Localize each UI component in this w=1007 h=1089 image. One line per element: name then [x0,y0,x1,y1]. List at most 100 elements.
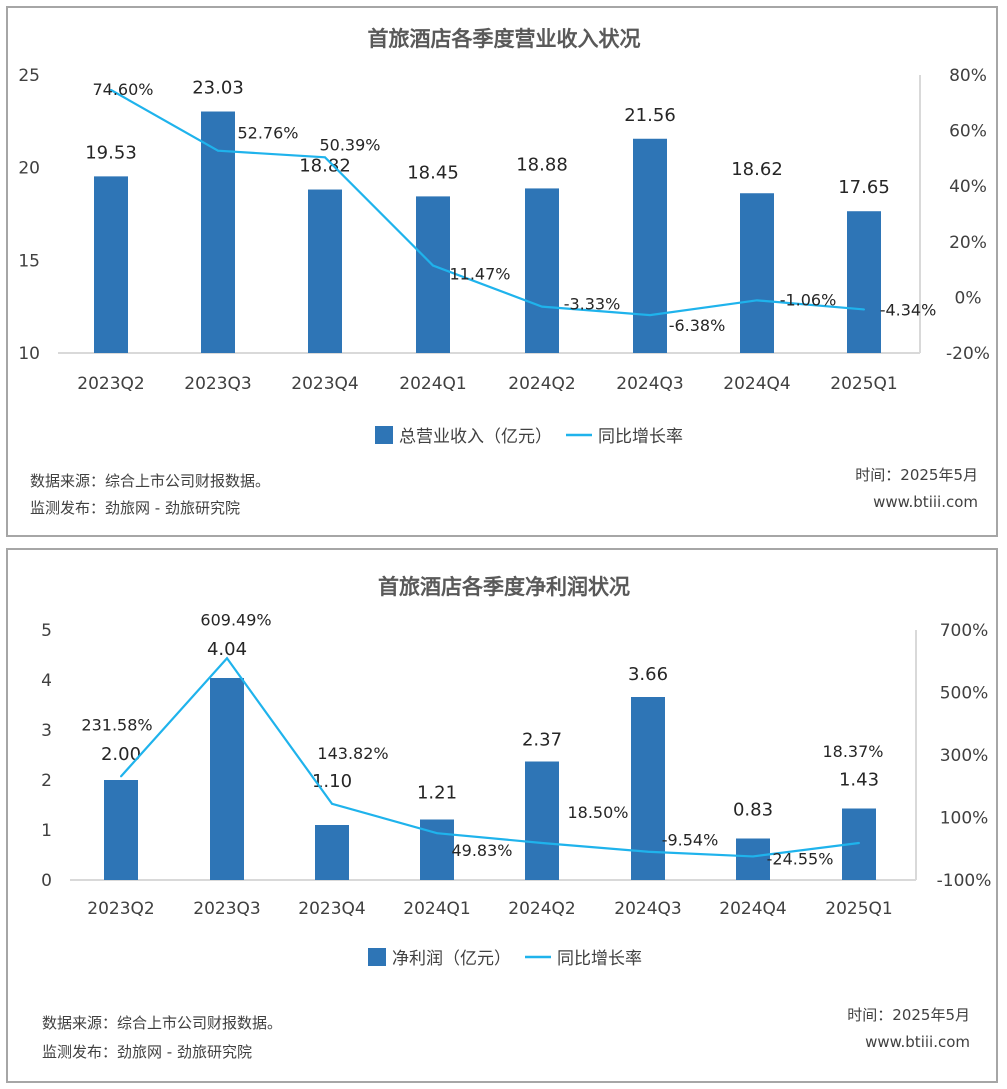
growth-rate-point [752,855,754,858]
growth-rate-label: -1.06% [780,290,837,309]
left-axis-tick: 1 [41,821,52,841]
x-axis-category: 2024Q3 [616,374,683,394]
growth-rate-label: -3.33% [564,295,621,314]
x-axis-category: 2024Q4 [719,899,786,919]
x-axis-category: 2024Q2 [508,899,575,919]
growth-rate-label: 609.49% [200,610,271,629]
bar [104,780,138,880]
website: www.btiii.com [873,493,978,511]
chart-title: 首旅酒店各季度营业收入状况 [368,27,641,51]
growth-rate-point [432,264,434,267]
bar-value-label: 1.43 [839,770,879,791]
left-axis-tick: 4 [41,671,52,691]
growth-rate-label: 231.58% [81,715,152,734]
bar [525,188,559,353]
bar-value-label: 3.66 [628,664,668,685]
growth-rate-line [120,656,860,858]
bar [736,838,770,880]
right-axis-tick: 20% [949,233,987,253]
bar [201,111,235,353]
x-axis-category: 2023Q3 [184,374,251,394]
bar-value-label: 21.56 [624,105,676,126]
left-axis-tick: 10 [18,344,40,364]
publish-date: 时间：2025年5月 [847,1006,970,1024]
growth-rate-point [436,832,438,835]
right-axis-tick: -20% [946,344,990,364]
x-axis-category: 2023Q4 [298,899,365,919]
chart-title: 首旅酒店各季度净利润状况 [378,575,630,599]
growth-rate-point [331,802,333,805]
growth-rate-point [649,314,651,317]
growth-rate-label: 18.50% [567,803,628,822]
bar [315,825,349,880]
growth-rate-label: -24.55% [767,849,834,868]
x-axis-category: 2023Q4 [291,374,358,394]
growth-rate-point [858,842,860,845]
bar-value-label: 19.53 [85,142,137,163]
x-axis-category: 2025Q1 [830,374,897,394]
growth-rate-point [324,156,326,159]
x-axis-category: 2023Q3 [193,899,260,919]
bar [308,189,342,353]
growth-rate-point [541,305,543,308]
legend-line-label: 同比增长率 [598,427,683,447]
growth-rate-label: 52.76% [237,124,298,143]
bar-value-label: 4.04 [207,639,247,660]
bar-value-label: 18.62 [731,159,783,180]
growth-rate-point [110,89,112,92]
bar [847,211,881,353]
left-axis-tick: 2 [41,771,52,791]
bar-value-label: 17.65 [838,177,890,198]
publish-date: 时间：2025年5月 [855,466,978,484]
bar-value-label: 1.10 [312,771,352,792]
growth-rate-point [226,657,228,660]
legend-bar-swatch [375,426,393,444]
bar [420,819,454,880]
bar-value-label: 23.03 [192,78,244,99]
bar [631,697,665,880]
growth-rate-point [756,299,758,302]
net-profit-chart-panel: 首旅酒店各季度净利润状况 5 4 3 2 1 0 700% 500% 300% 100% -100% 2… [6,548,998,1083]
x-axis-category: 2024Q1 [403,899,470,919]
x-axis-category: 2024Q2 [508,374,575,394]
left-axis-tick: 20 [18,159,40,179]
left-axis-tick: 5 [41,621,52,641]
bar-value-label: 18.88 [516,154,568,175]
legend-line-label: 同比增长率 [557,949,642,969]
right-axis-tick: 80% [949,66,987,86]
publisher: 监测发布：劲旅网 - 劲旅研究院 [30,499,240,517]
left-axis-tick: 3 [41,721,52,741]
bar [416,196,450,353]
x-axis-category: 2023Q2 [77,374,144,394]
data-source: 数据来源：综合上市公司财报数据。 [30,472,270,490]
growth-rate-point [217,149,219,152]
bar-value-label: 18.45 [407,162,459,183]
publisher: 监测发布：劲旅网 - 劲旅研究院 [42,1043,252,1061]
x-axis-category: 2025Q1 [825,899,892,919]
x-axis-category: 2023Q2 [87,899,154,919]
right-axis-tick: 60% [949,122,987,142]
growth-rate-label: 74.60% [92,80,153,99]
bar [740,193,774,353]
right-axis-tick: 700% [940,621,989,641]
growth-rate-label: -6.38% [669,316,726,335]
growth-rate-label: 143.82% [317,744,388,763]
revenue-chart-panel: 首旅酒店各季度营业收入状况 25 20 15 10 80% 60% 40% 20% 0% -20% 1… [6,6,998,537]
growth-rate-line [110,89,865,317]
right-axis-tick: -100% [937,871,992,891]
growth-rate-label: 11.47% [449,265,510,284]
bar [525,761,559,880]
right-axis-tick: 0% [955,288,982,308]
growth-rate-point [647,850,649,853]
bar-value-label: 2.37 [522,730,562,751]
left-axis-tick: 15 [18,251,40,271]
growth-rate-point [120,775,122,778]
website: www.btiii.com [865,1033,970,1051]
growth-rate-label: -4.34% [880,300,937,319]
bar-value-label: 0.83 [733,800,773,821]
x-axis-category: 2024Q1 [399,374,466,394]
bar-value-label: 2.00 [101,744,141,765]
bar [633,138,667,353]
growth-rate-label: -9.54% [662,831,719,850]
right-axis-tick: 40% [949,177,987,197]
